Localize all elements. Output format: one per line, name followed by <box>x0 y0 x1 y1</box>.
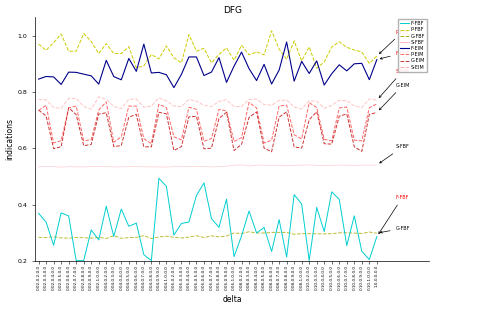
Legend: F-FBF, P-FBF, G-FBF, S-FBF, F-EIM, P-EIM, G-EIM, S-EIM: F-FBF, P-FBF, G-FBF, S-FBF, F-EIM, P-EIM… <box>398 19 427 72</box>
Text: F-EIM: F-EIM <box>380 51 409 59</box>
X-axis label: delta: delta <box>222 295 242 304</box>
Text: F-FBF: F-FBF <box>379 195 409 234</box>
Title: DFG: DFG <box>222 6 242 15</box>
Text: S-FBF: S-FBF <box>380 144 410 163</box>
Text: P-EIM: P-EIM <box>380 29 409 54</box>
Text: G-EIM: G-EIM <box>380 83 410 110</box>
Y-axis label: indications: indications <box>6 118 15 160</box>
Text: G-FBF: G-FBF <box>380 226 410 233</box>
Text: S-EIM: S-EIM <box>379 69 410 98</box>
